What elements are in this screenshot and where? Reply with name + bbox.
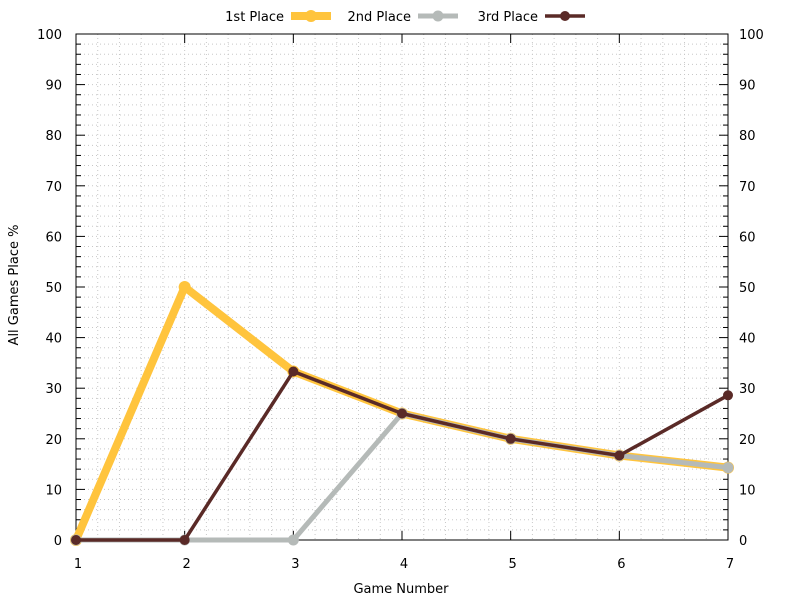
x-tick-label: 5 [509,557,517,572]
legend-item: 3rd Place [478,10,585,25]
legend-swatch-marker [305,10,317,22]
x-axis-title: Game Number [353,582,449,597]
data-point [287,534,299,546]
data-point [288,366,299,377]
y-tick-label-left: 10 [45,483,62,498]
legend-item: 1st Place [225,10,331,25]
x-tick-label: 3 [291,557,299,572]
data-point [614,450,625,461]
y-tick-label-left: 100 [37,28,62,43]
y-tick-label-left: 60 [45,230,62,245]
y-tick-label-left: 50 [45,281,62,296]
y-tick-label-left: 20 [45,433,62,448]
y-tick-label-left: 80 [45,129,62,144]
legend-label: 1st Place [225,10,284,25]
y-tick-label-right: 50 [739,281,756,296]
y-tick-label-right: 40 [739,332,756,347]
x-tick-label: 1 [74,557,82,572]
y-tick-label-right: 70 [739,180,756,195]
y-tick-label-right: 80 [739,129,756,144]
y-tick-label-left: 70 [45,180,62,195]
y-axis-title: All Games Place % [7,225,22,346]
y-tick-label-left: 90 [45,79,62,94]
plot-frame [75,33,729,541]
x-tick-label: 6 [617,557,625,572]
y-tick-label-left: 30 [45,382,62,397]
x-tick-label: 7 [726,557,734,572]
x-tick-label: 4 [400,557,408,572]
tick-labels: 0 0 10 10 20 20 30 30 40 40 50 50 60 60 70 70 80 80 90 90 10… [37,28,764,572]
legend-swatch-marker [560,11,570,21]
data-point [71,535,81,545]
y-tick-label-right: 20 [739,433,756,448]
data-point [722,462,734,474]
y-tick-label-right: 30 [739,382,756,397]
legend-swatch-marker [432,10,444,22]
legend-label: 3rd Place [478,10,538,25]
y-tick-label-right: 100 [739,28,764,43]
legend-label: 2nd Place [348,10,411,25]
y-tick-label-right: 10 [739,483,756,498]
data-point [723,390,733,401]
y-tick-label-left: 0 [54,534,62,549]
legend-item: 2nd Place [348,10,458,25]
series-group [70,281,734,546]
y-tick-label-right: 0 [739,534,747,549]
data-point [397,408,407,419]
data-point [178,281,191,293]
y-tick-label-right: 90 [739,79,756,94]
series-3 [71,366,733,545]
data-point [505,433,516,444]
y-tick-label-left: 40 [45,332,62,347]
y-tick-label-right: 60 [739,230,756,245]
legend: 1st Place 2nd Place 3rd Place [225,10,585,25]
x-tick-label: 2 [183,557,191,572]
data-point [179,535,190,545]
